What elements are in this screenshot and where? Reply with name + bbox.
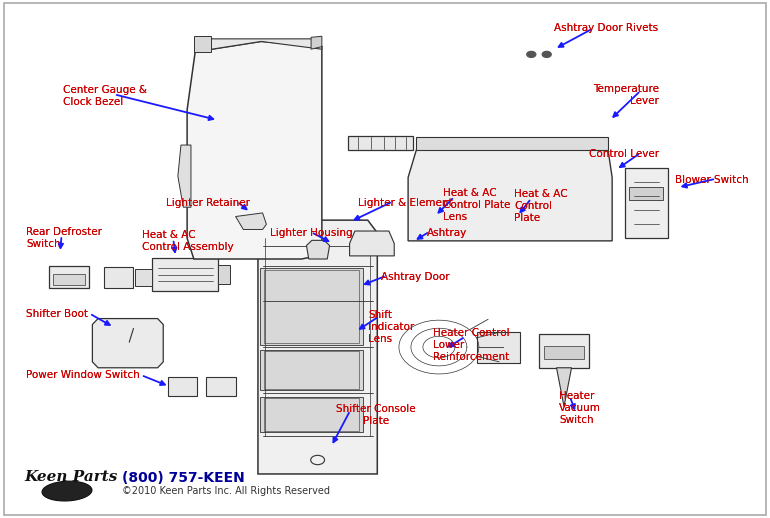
Circle shape <box>542 51 551 57</box>
Text: Lighter Housing: Lighter Housing <box>270 228 352 238</box>
Text: Heater Control
Lower
Reinforcement: Heater Control Lower Reinforcement <box>433 328 510 363</box>
Ellipse shape <box>42 481 92 501</box>
Bar <box>418 172 602 179</box>
Text: Heat & AC
Control Plate
Lens: Heat & AC Control Plate Lens <box>443 188 510 222</box>
Text: Control Lever: Control Lever <box>589 149 659 159</box>
Ellipse shape <box>216 186 234 207</box>
Bar <box>625 168 668 238</box>
Bar <box>152 258 218 291</box>
Text: Shift
Indicator
Lens: Shift Indicator Lens <box>368 310 414 344</box>
Bar <box>418 195 602 203</box>
Bar <box>544 346 584 359</box>
Bar <box>348 136 413 150</box>
Bar <box>259 268 363 344</box>
Polygon shape <box>236 213 266 229</box>
Text: Blower Switch: Blower Switch <box>675 175 748 185</box>
Bar <box>263 351 359 389</box>
Text: Heat & AC
Control
Plate: Heat & AC Control Plate <box>514 189 568 223</box>
Bar <box>263 398 359 431</box>
Bar <box>454 215 466 227</box>
Text: Control Lever: Control Lever <box>589 149 659 159</box>
Text: Lighter Housing: Lighter Housing <box>270 228 352 238</box>
Text: Temperature
Lever: Temperature Lever <box>593 84 659 106</box>
Polygon shape <box>557 368 571 407</box>
Text: Ashtray: Ashtray <box>427 228 467 238</box>
Text: Lighter & Element: Lighter & Element <box>358 198 453 208</box>
Text: Lighter Retainer: Lighter Retainer <box>166 198 249 208</box>
Text: Heat & AC
Control Assembly: Heat & AC Control Assembly <box>142 230 234 252</box>
Bar <box>259 397 363 432</box>
Text: Lighter & Element: Lighter & Element <box>358 198 453 208</box>
Bar <box>259 350 363 390</box>
Text: Ashtray Door: Ashtray Door <box>381 272 450 282</box>
Bar <box>477 332 520 363</box>
Bar <box>49 266 89 288</box>
Text: Center Gauge &
Clock Bezel: Center Gauge & Clock Bezel <box>63 85 147 107</box>
Bar <box>464 193 476 205</box>
Polygon shape <box>168 377 197 396</box>
Bar <box>218 265 229 284</box>
Text: Heater
Vacuum
Switch: Heater Vacuum Switch <box>559 391 601 425</box>
Polygon shape <box>104 267 133 288</box>
Text: Temperature
Lever: Temperature Lever <box>593 84 659 106</box>
Text: Heat & AC
Control Plate
Lens: Heat & AC Control Plate Lens <box>443 188 510 222</box>
Text: Blower Switch: Blower Switch <box>675 175 748 185</box>
Text: Shift
Indicator
Lens: Shift Indicator Lens <box>368 310 414 344</box>
Polygon shape <box>258 220 377 474</box>
Bar <box>539 334 589 368</box>
Text: Keen Parts: Keen Parts <box>25 470 118 484</box>
Ellipse shape <box>265 186 284 207</box>
Text: Center Gauge &
Clock Bezel: Center Gauge & Clock Bezel <box>63 85 147 107</box>
Text: Ashtray Door Rivets: Ashtray Door Rivets <box>554 23 658 33</box>
Polygon shape <box>206 377 236 396</box>
Text: Ashtray Door: Ashtray Door <box>381 272 450 282</box>
Text: Heater Control
Lower
Reinforcement: Heater Control Lower Reinforcement <box>433 328 510 363</box>
Polygon shape <box>187 41 322 259</box>
Text: Shifter Boot: Shifter Boot <box>26 309 89 319</box>
Circle shape <box>527 51 536 57</box>
Polygon shape <box>408 150 612 241</box>
Polygon shape <box>178 145 191 207</box>
Ellipse shape <box>214 93 236 118</box>
Polygon shape <box>196 39 322 52</box>
Text: Heater
Vacuum
Switch: Heater Vacuum Switch <box>559 391 601 425</box>
Text: Heat & AC
Control
Plate: Heat & AC Control Plate <box>514 189 568 223</box>
Bar <box>209 385 233 392</box>
Polygon shape <box>92 319 163 368</box>
Bar <box>630 187 664 200</box>
Text: Power Window Switch: Power Window Switch <box>26 370 140 380</box>
Polygon shape <box>311 36 322 49</box>
Ellipse shape <box>110 332 149 353</box>
Text: Heat & AC
Control Assembly: Heat & AC Control Assembly <box>142 230 234 252</box>
Polygon shape <box>306 240 330 259</box>
Text: Shifter Console
Plate: Shifter Console Plate <box>336 404 416 426</box>
Bar <box>418 218 602 225</box>
Text: Ashtray Door Rivets: Ashtray Door Rivets <box>554 23 658 33</box>
Polygon shape <box>194 36 211 52</box>
Bar <box>211 213 297 238</box>
Text: Lighter Retainer: Lighter Retainer <box>166 198 249 208</box>
Ellipse shape <box>214 139 236 164</box>
Text: (800) 757-KEEN: (800) 757-KEEN <box>122 471 244 485</box>
Text: Power Window Switch: Power Window Switch <box>26 370 140 380</box>
Bar <box>474 170 487 181</box>
Text: ©2010 Keen Parts Inc. All Rights Reserved: ©2010 Keen Parts Inc. All Rights Reserve… <box>122 486 330 496</box>
Ellipse shape <box>264 139 286 164</box>
Polygon shape <box>135 269 152 286</box>
Ellipse shape <box>264 93 286 118</box>
Polygon shape <box>350 231 394 256</box>
Polygon shape <box>417 137 608 150</box>
Text: Shifter Console
Plate: Shifter Console Plate <box>336 404 416 426</box>
Bar <box>171 385 194 392</box>
Text: Rear Defroster
Switch: Rear Defroster Switch <box>26 227 102 249</box>
Bar <box>263 270 359 343</box>
Bar <box>53 274 85 285</box>
Text: Rear Defroster
Switch: Rear Defroster Switch <box>26 227 102 249</box>
Text: Shifter Boot: Shifter Boot <box>26 309 89 319</box>
Text: Ashtray: Ashtray <box>427 228 467 238</box>
